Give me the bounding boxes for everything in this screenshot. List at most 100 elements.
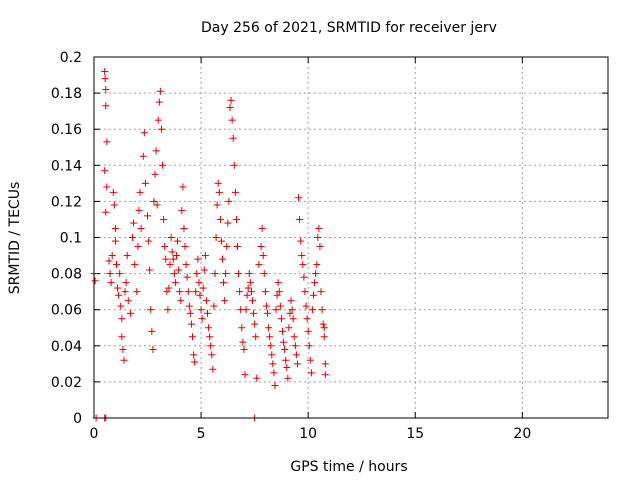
data-point [217, 237, 225, 245]
data-point [240, 345, 248, 353]
data-point [204, 309, 212, 317]
data-point [304, 327, 312, 335]
data-point [91, 277, 99, 285]
data-point [230, 161, 238, 169]
data-point [124, 297, 132, 305]
data-point [111, 224, 119, 232]
data-point [265, 324, 273, 332]
data-point [140, 129, 148, 137]
data-point [225, 197, 233, 205]
x-tick-label: 0 [90, 426, 99, 442]
data-point [259, 252, 267, 260]
data-point [103, 183, 111, 191]
data-point [176, 288, 184, 296]
data-point [196, 291, 204, 299]
data-point [164, 306, 172, 314]
data-point [235, 270, 243, 278]
data-point [157, 125, 165, 133]
data-point [320, 324, 328, 332]
data-point [305, 342, 313, 350]
x-tick-label: 15 [406, 426, 424, 442]
data-point [286, 309, 294, 317]
data-point [275, 288, 283, 296]
data-point [107, 279, 115, 287]
data-point [241, 371, 249, 379]
data-point [211, 270, 219, 278]
data-point [153, 201, 161, 209]
data-point [319, 320, 327, 328]
data-point [239, 338, 247, 346]
data-point [299, 261, 307, 269]
data-point [215, 188, 223, 196]
data-point [195, 279, 203, 287]
data-point [229, 134, 237, 142]
data-point [141, 179, 149, 187]
data-point [108, 252, 116, 260]
data-point [156, 87, 164, 95]
data-point [221, 297, 229, 305]
data-point [268, 351, 276, 359]
data-point [159, 161, 167, 169]
data-point [262, 302, 270, 310]
data-point [171, 279, 179, 287]
data-point [269, 360, 277, 368]
data-point [316, 243, 324, 251]
data-point [214, 179, 222, 187]
data-point [258, 224, 266, 232]
axis-ticks: 0 5 10 15 20 0 0.02 0.04 0.06 0.08 0.1 0.12 0.14 0.16… [51, 50, 608, 442]
chart-title: Day 256 of 2021, SRMTID for receiver jer… [201, 20, 497, 36]
data-point [212, 234, 220, 241]
data-point [122, 279, 130, 287]
data-point [194, 255, 202, 263]
plot-frame [93, 56, 609, 419]
data-point [295, 194, 303, 202]
data-point [228, 116, 236, 124]
data-point [302, 302, 310, 310]
data-point [297, 237, 305, 245]
data-point [197, 306, 205, 314]
data-point [131, 261, 139, 269]
data-point [283, 363, 291, 371]
data-point [126, 309, 134, 317]
data-point [320, 333, 328, 341]
data-point [116, 270, 124, 278]
data-point [136, 188, 144, 196]
data-point [210, 302, 218, 310]
data-point [202, 297, 210, 305]
data-point [272, 306, 280, 314]
data-point [260, 270, 268, 278]
data-point [109, 188, 117, 196]
data-point [149, 345, 157, 353]
y-tick-label: 0.18 [51, 86, 82, 102]
data-point [213, 201, 221, 209]
data-point [281, 345, 289, 353]
data-point [246, 279, 254, 287]
data-point [180, 224, 188, 232]
data-point [115, 291, 123, 299]
y-tick-label: 0 [73, 411, 82, 427]
data-point [257, 243, 265, 251]
data-point [233, 243, 241, 251]
data-point [150, 197, 158, 205]
data-point [110, 201, 118, 209]
data-point [284, 374, 292, 382]
data-point [166, 261, 174, 269]
data-point [207, 342, 215, 350]
y-tick-label: 0.2 [60, 50, 82, 66]
data-point [277, 315, 285, 323]
data-point [314, 234, 322, 241]
data-point [288, 306, 296, 314]
data-point [129, 234, 137, 241]
data-point [273, 291, 281, 299]
data-point [303, 315, 311, 323]
data-point [105, 257, 113, 265]
data-point [206, 333, 214, 341]
data-point [312, 270, 320, 278]
data-point [121, 288, 129, 296]
data-point [185, 302, 193, 310]
data-point [163, 288, 171, 296]
data-point [184, 288, 192, 296]
data-point [232, 215, 240, 223]
data-point [169, 255, 177, 263]
